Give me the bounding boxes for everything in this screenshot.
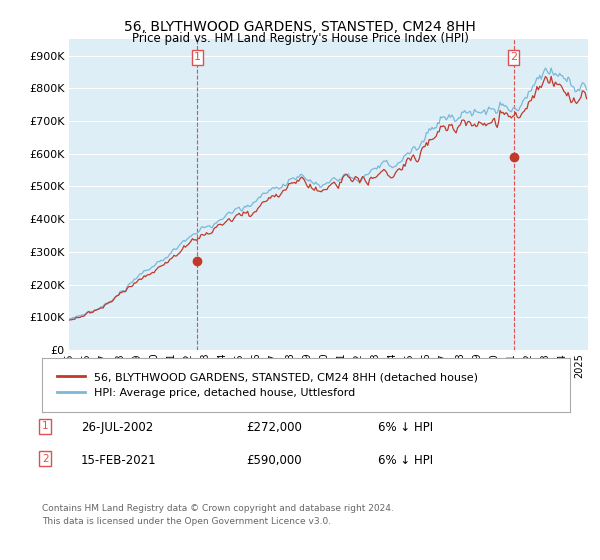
- Text: 6% ↓ HPI: 6% ↓ HPI: [378, 421, 433, 434]
- Text: 1: 1: [42, 421, 49, 431]
- Text: 2: 2: [510, 52, 517, 62]
- Text: Contains HM Land Registry data © Crown copyright and database right 2024.
This d: Contains HM Land Registry data © Crown c…: [42, 504, 394, 526]
- Text: 26-JUL-2002: 26-JUL-2002: [81, 421, 153, 434]
- Text: £272,000: £272,000: [246, 421, 302, 434]
- Legend: 56, BLYTHWOOD GARDENS, STANSTED, CM24 8HH (detached house), HPI: Average price, : 56, BLYTHWOOD GARDENS, STANSTED, CM24 8H…: [53, 368, 482, 402]
- Text: 6% ↓ HPI: 6% ↓ HPI: [378, 454, 433, 466]
- Text: Price paid vs. HM Land Registry's House Price Index (HPI): Price paid vs. HM Land Registry's House …: [131, 32, 469, 45]
- Text: 15-FEB-2021: 15-FEB-2021: [81, 454, 157, 466]
- Text: 1: 1: [194, 52, 201, 62]
- Text: £590,000: £590,000: [246, 454, 302, 466]
- Text: 2: 2: [42, 454, 49, 464]
- Text: 56, BLYTHWOOD GARDENS, STANSTED, CM24 8HH: 56, BLYTHWOOD GARDENS, STANSTED, CM24 8H…: [124, 20, 476, 34]
